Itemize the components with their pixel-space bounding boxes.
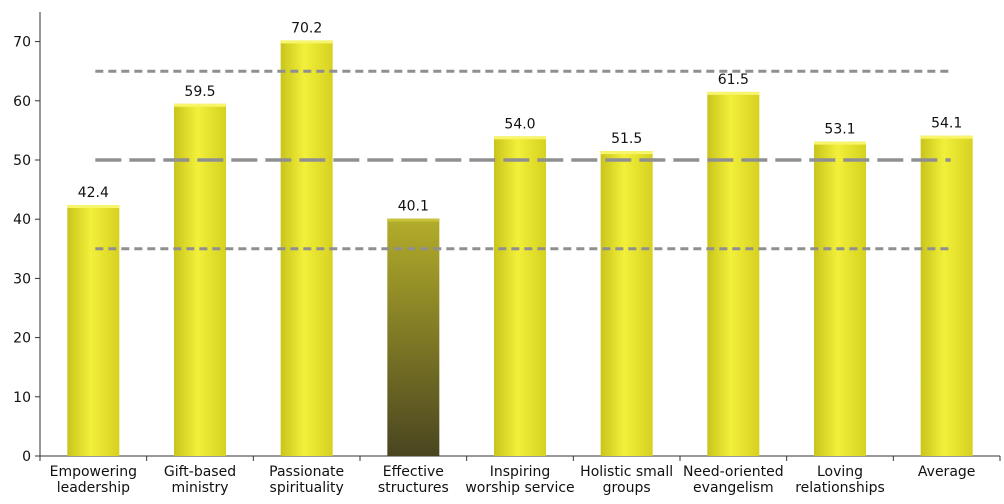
value-label: 54.0 [504,116,535,132]
y-tick-label: 50 [13,153,31,169]
bar [174,103,226,456]
reference-lines [95,69,951,251]
bar-top-edge [707,91,760,95]
value-label: 70.2 [291,20,322,36]
bar-top-edge [174,103,226,107]
bar-top-edge [67,204,120,208]
value-label: 54.1 [931,116,962,132]
bar [387,218,440,456]
category-label: Effective [383,464,444,480]
bar-top-edge [494,136,546,140]
y-tick-label: 70 [13,35,31,51]
category-label: spirituality [270,480,344,496]
value-label: 51.5 [611,131,642,147]
bar [67,204,120,456]
value-label: 59.5 [184,84,215,100]
bar [600,151,653,456]
y-tick-label: 60 [13,94,31,110]
category-label: evangelism [693,480,774,496]
y-tick-label: 40 [13,212,31,228]
bar-top-edge [387,218,440,222]
bar-top-edge [280,40,333,44]
category-label: structures [378,480,449,496]
bar [494,136,546,456]
category-label: Average [918,464,976,480]
category-label: groups [603,480,651,496]
y-tick-label: 10 [13,390,31,406]
bar-top-edge [920,135,973,139]
value-label: 42.4 [78,185,109,201]
category-label: ministry [171,480,228,496]
bar [920,135,973,456]
category-label: leadership [57,480,130,496]
category-label: Loving [817,464,863,480]
value-label: 61.5 [718,72,749,88]
y-tick-label: 0 [22,449,31,465]
category-label: Gift-based [164,464,236,480]
category-label: Holistic small [580,464,673,480]
bar-top-edge [600,151,653,155]
y-tick-label: 20 [13,331,31,347]
y-tick-label: 30 [13,271,31,287]
category-label: Need-oriented [683,464,784,480]
category-label: relationships [795,480,885,496]
category-label: worship service [465,480,574,496]
bar [707,91,760,457]
bar-top-edge [814,141,866,145]
category-label: Empowering [50,464,137,480]
value-label: 40.1 [398,199,429,215]
value-label: 53.1 [824,122,855,138]
category-label: Passionate [269,464,344,480]
category-label: Inspiring [490,464,550,480]
bar [814,141,866,456]
